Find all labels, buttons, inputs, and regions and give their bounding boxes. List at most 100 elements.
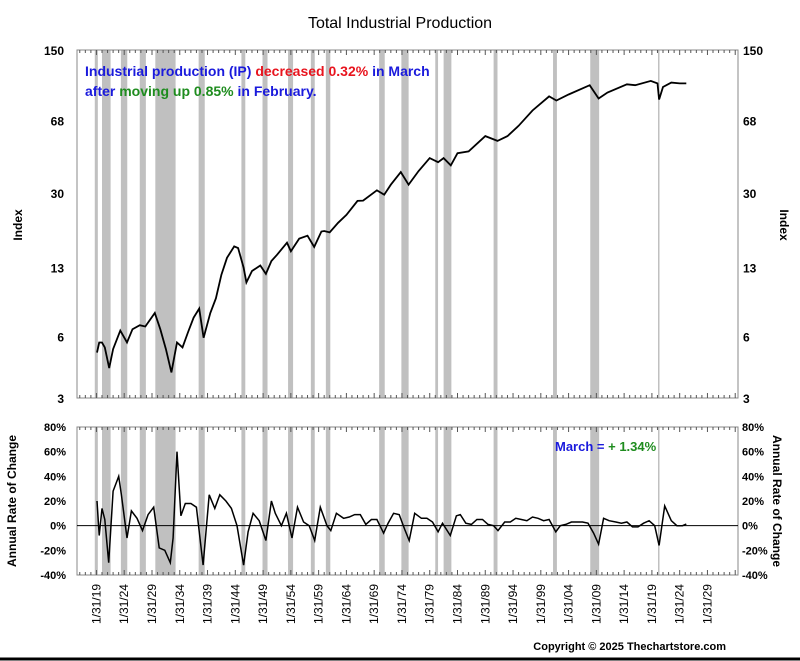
x-tick-label: 1/31/24: [117, 584, 131, 624]
x-tick-label: 1/31/49: [256, 584, 270, 624]
recession-band: [139, 50, 146, 398]
recession-band: [658, 427, 660, 575]
annotation-segment: in February.: [234, 83, 317, 99]
x-tick-label: 1/31/44: [228, 584, 242, 624]
y-tick-label-right: 60%: [742, 447, 764, 459]
y-axis-title-left: Annual Rate of Change: [5, 435, 19, 567]
annotation-segment: Industrial production (IP): [85, 63, 255, 79]
recession-band: [493, 50, 498, 398]
y-tick-label-left: 68: [51, 114, 65, 128]
recession-band: [379, 427, 385, 575]
y-tick-label-right: 6: [743, 330, 750, 344]
recession-band: [401, 427, 409, 575]
x-tick-label: 1/31/74: [395, 584, 409, 624]
y-tick-label-left: 30: [51, 187, 65, 201]
recession-band: [658, 50, 660, 398]
ip-index-line: [96, 79, 687, 373]
y-tick-label-left: 20%: [44, 496, 66, 508]
recession-band: [590, 50, 600, 398]
y-tick-label-left: 150: [44, 44, 64, 58]
y-tick-label-right: 150: [743, 44, 763, 58]
recession-band: [325, 50, 331, 398]
recession-band: [553, 50, 557, 398]
x-tick-label: 1/31/79: [423, 584, 437, 624]
x-tick-label: 1/31/89: [478, 584, 492, 624]
annotation-segment: moving up 0.85%: [119, 83, 234, 99]
annotation-segment: in March: [368, 63, 429, 79]
recession-band: [590, 427, 600, 575]
x-tick-label: 1/31/54: [284, 584, 298, 624]
recession-band: [435, 50, 439, 398]
y-tick-label-right: -40%: [742, 570, 768, 582]
recession-band: [493, 427, 498, 575]
annotation-segment: decreased 0.32%: [255, 63, 368, 79]
y-tick-label-right: 80%: [742, 422, 764, 434]
recession-band: [262, 427, 268, 575]
y-tick-label-right: 68: [743, 114, 757, 128]
x-tick-label: 1/31/29: [145, 584, 159, 624]
y-tick-label-right: 40%: [742, 471, 764, 483]
y-axis-title-right: Index: [777, 209, 791, 241]
x-tick-label: 1/31/59: [312, 584, 326, 624]
recession-band: [155, 50, 176, 398]
y-tick-label-right: -20%: [742, 545, 768, 557]
y-tick-label-right: 0%: [742, 521, 758, 533]
recession-band: [139, 427, 146, 575]
y-axis-title-right: Annual Rate of Change: [770, 435, 784, 567]
x-tick-label: 1/31/69: [367, 584, 381, 624]
y-tick-label-left: 6: [57, 330, 64, 344]
x-tick-label: 1/31/84: [450, 584, 464, 624]
y-tick-label-right: 30: [743, 187, 757, 201]
recession-band: [325, 427, 331, 575]
y-tick-label-right: 3: [743, 392, 750, 406]
recession-band: [101, 427, 111, 575]
y-tick-label-left: 40%: [44, 471, 66, 483]
y-axis-title-left: Index: [11, 209, 25, 241]
recession-band: [120, 427, 128, 575]
y-tick-label-left: 80%: [44, 422, 66, 434]
x-tick-label: 1/31/94: [506, 584, 520, 624]
copyright: Copyright © 2025 Thechartstore.com: [533, 641, 726, 653]
recession-band: [155, 427, 176, 575]
recession-band: [379, 50, 385, 398]
recession-band: [288, 50, 294, 398]
annotation-segment: after: [85, 83, 119, 99]
recession-band: [94, 427, 98, 575]
x-tick-label: 1/31/34: [173, 584, 187, 624]
march-rate-annotation: March = + 1.34%: [555, 439, 657, 454]
march-label: March =: [555, 439, 608, 454]
x-tick-label: 1/31/19: [89, 584, 103, 624]
recession-band: [310, 427, 315, 575]
x-tick-label: 1/31/99: [534, 584, 548, 624]
recession-band: [443, 427, 452, 575]
x-tick-label: 1/31/29: [700, 584, 714, 624]
recession-band: [435, 427, 439, 575]
y-tick-label-left: -40%: [40, 570, 66, 582]
y-tick-label-left: -20%: [40, 545, 66, 557]
y-tick-label-left: 13: [51, 262, 65, 276]
recession-band: [120, 50, 128, 398]
y-tick-label-right: 20%: [742, 496, 764, 508]
y-tick-label-right: 13: [743, 262, 757, 276]
recession-band: [241, 50, 246, 398]
x-tick-label: 1/31/64: [339, 584, 353, 624]
recession-band: [310, 50, 315, 398]
y-tick-label-left: 60%: [44, 447, 66, 459]
recession-band: [101, 50, 111, 398]
x-tick-label: 1/31/19: [645, 584, 659, 624]
y-tick-label-left: 3: [57, 392, 64, 406]
recession-band: [443, 50, 452, 398]
recession-band: [94, 50, 98, 398]
x-tick-label: 1/31/24: [673, 584, 687, 624]
x-tick-label: 1/31/14: [617, 584, 631, 624]
y-tick-label-left: 0%: [50, 521, 66, 533]
recession-band: [401, 50, 409, 398]
annotation-line2: after moving up 0.85% in February.: [85, 83, 317, 99]
recession-band: [553, 427, 557, 575]
x-tick-label: 1/31/39: [201, 584, 215, 624]
annotation-line1: Industrial production (IP) decreased 0.3…: [85, 63, 430, 79]
recession-band: [241, 427, 246, 575]
recession-band: [198, 50, 205, 398]
